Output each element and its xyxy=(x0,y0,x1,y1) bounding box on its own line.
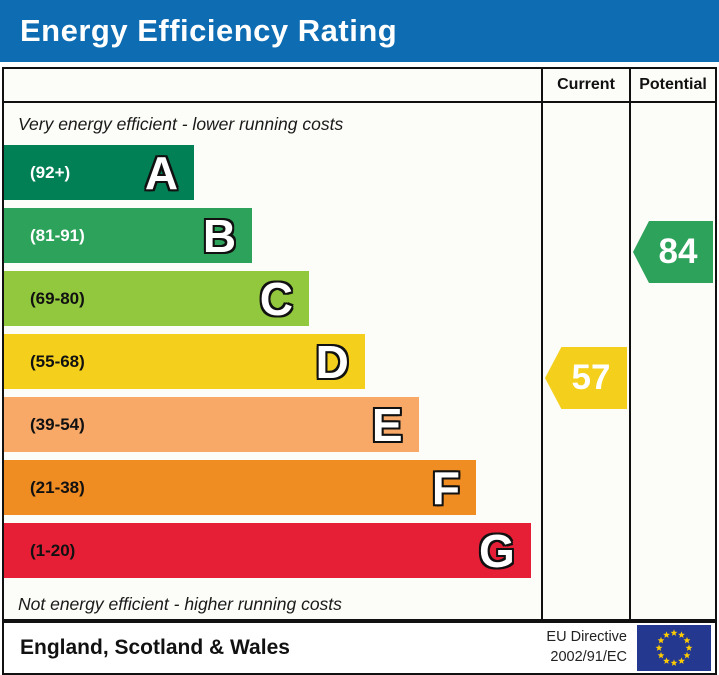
column-header-potential: Potential xyxy=(629,69,715,101)
eu-flag-icon xyxy=(637,625,711,671)
band-range-label: (55-68) xyxy=(30,351,85,371)
band-bar-b: (81-91) B xyxy=(4,208,253,263)
current-rating-value: 57 xyxy=(571,358,611,397)
bands-container: (92+) A (81-91) B (69-80) C (55-68) D (39-54) E (2… xyxy=(4,145,541,586)
band-letter: E xyxy=(371,398,403,451)
page-title: Energy Efficiency Rating xyxy=(20,13,398,48)
band-row-c: (69-80) C xyxy=(4,271,541,334)
band-range-label: (1-20) xyxy=(30,540,76,560)
band-row-g: (1-20) G xyxy=(4,523,541,586)
potential-column: 84 xyxy=(629,103,715,619)
region-label: England, Scotland & Wales xyxy=(20,636,290,659)
eu-directive-line2: 2002/91/EC xyxy=(550,649,627,665)
band-letter: C xyxy=(259,272,294,325)
bottom-note: Not energy efficient - higher running co… xyxy=(18,594,342,614)
top-note: Very energy efficient - lower running co… xyxy=(18,113,344,134)
potential-rating-value: 84 xyxy=(658,232,698,271)
band-range-label: (81-91) xyxy=(30,225,85,245)
band-range-label: (21-38) xyxy=(30,477,85,497)
band-range-label: (39-54) xyxy=(30,414,85,434)
footer: England, Scotland & Wales EU Directive 2… xyxy=(2,621,717,675)
band-row-e: (39-54) E xyxy=(4,397,541,460)
current-column: 57 xyxy=(541,103,629,619)
band-letter: A xyxy=(144,146,179,199)
bands-column: Very energy efficient - lower running co… xyxy=(4,103,541,619)
band-bar-e: (39-54) E xyxy=(4,397,419,452)
band-row-a: (92+) A xyxy=(4,145,541,208)
band-bar-g: (1-20) G xyxy=(4,523,531,578)
band-bar-d: (55-68) D xyxy=(4,334,365,389)
band-letter: G xyxy=(479,524,515,577)
title-bar: Energy Efficiency Rating xyxy=(0,0,719,62)
table-header-row: Current Potential xyxy=(4,69,715,103)
band-letter: F xyxy=(431,461,461,514)
band-row-b: (81-91) B xyxy=(4,208,541,271)
rating-table: Current Potential Very energy efficient … xyxy=(2,67,717,621)
potential-rating-arrow: 84 xyxy=(633,221,713,283)
band-row-f: (21-38) F xyxy=(4,460,541,523)
eu-directive-line1: EU Directive xyxy=(546,629,627,646)
band-row-d: (55-68) D xyxy=(4,334,541,397)
band-range-label: (92+) xyxy=(30,162,71,182)
band-letter: B xyxy=(202,209,237,262)
band-bar-a: (92+) A xyxy=(4,145,195,200)
table-body: Very energy efficient - lower running co… xyxy=(4,103,715,619)
column-header-current: Current xyxy=(541,69,629,101)
current-rating-arrow: 57 xyxy=(545,347,627,409)
band-bar-c: (69-80) C xyxy=(4,271,310,326)
header-cell-empty xyxy=(4,69,541,101)
band-range-label: (69-80) xyxy=(30,288,85,308)
band-letter: D xyxy=(315,335,349,388)
band-bar-f: (21-38) F xyxy=(4,460,477,515)
eu-directive-label: EU Directive 2002/91/EC xyxy=(546,628,627,667)
